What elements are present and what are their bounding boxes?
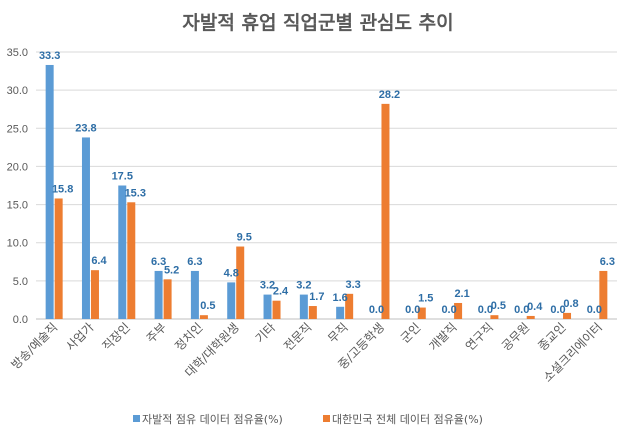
- data-label: 17.5: [112, 171, 133, 183]
- data-label: 0.0: [587, 304, 602, 316]
- data-label: 2.1: [454, 288, 469, 300]
- legend-swatch: [133, 415, 140, 422]
- y-tick-label: 15.0: [7, 200, 28, 212]
- bar-national-7: [308, 306, 317, 319]
- y-tick-label: 10.0: [7, 238, 28, 250]
- bar-national-15: [599, 270, 608, 319]
- x-tick-label: 공무원: [499, 320, 532, 353]
- y-tick-label: 0.0: [13, 314, 28, 326]
- data-label: 0.0: [441, 304, 456, 316]
- data-label: 6.4: [91, 255, 107, 267]
- data-label: 1.7: [309, 291, 324, 303]
- bar-national-3: [163, 279, 172, 319]
- data-label: 6.3: [187, 256, 202, 268]
- y-tick-label: 25.0: [7, 123, 28, 135]
- bar-national-12: [490, 315, 499, 319]
- bar-national-8: [345, 293, 354, 319]
- x-tick-label: 개발직: [426, 320, 459, 353]
- bar-national-4: [199, 315, 208, 319]
- bar-national-2: [127, 202, 136, 319]
- bar-national-0: [54, 198, 63, 319]
- data-label: 1.5: [418, 293, 433, 305]
- y-tick-label: 20.0: [7, 161, 28, 173]
- x-tick-label: 직장인: [100, 320, 133, 353]
- bar-voluntary-7: [299, 294, 308, 319]
- bar-national-10: [417, 307, 426, 319]
- bar-voluntary-0: [45, 64, 54, 320]
- y-tick-label: 30.0: [7, 85, 28, 97]
- bar-voluntary-8: [336, 306, 345, 319]
- data-label: 3.2: [296, 280, 311, 292]
- bar-voluntary-3: [154, 270, 163, 319]
- data-label: 0.5: [491, 300, 506, 312]
- bar-voluntary-5: [227, 282, 236, 319]
- data-label: 6.3: [151, 256, 166, 268]
- data-label: 15.3: [125, 187, 146, 199]
- bar-national-6: [272, 300, 281, 319]
- bar-national-5: [236, 246, 245, 319]
- data-label: 5.2: [164, 264, 179, 276]
- x-tick-label: 사업가: [63, 320, 96, 353]
- legend-swatch: [323, 415, 330, 422]
- data-label: 28.2: [379, 89, 400, 101]
- data-label: 1.6: [333, 292, 348, 304]
- bar-national-9: [381, 103, 390, 319]
- legend-label: 대한민국 전체 데이터 점유율(%): [332, 413, 483, 426]
- bar-voluntary-4: [190, 270, 199, 319]
- data-label: 3.2: [260, 280, 275, 292]
- bar-national-11: [454, 302, 463, 319]
- data-label: 0.0: [369, 304, 384, 316]
- data-label: 0.4: [527, 301, 543, 313]
- x-tick-label: 주부: [144, 320, 170, 346]
- data-label: 2.4: [273, 286, 289, 298]
- data-label: 0.8: [563, 298, 578, 310]
- data-label: 0.5: [200, 300, 215, 312]
- data-label: 4.8: [224, 267, 239, 279]
- legend-label: 자발적 점유 데이터 점유율(%): [142, 413, 283, 426]
- x-tick-label: 군인: [398, 320, 424, 346]
- bar-voluntary-6: [263, 294, 272, 319]
- bar-voluntary-1: [81, 137, 90, 319]
- data-label: 0.0: [550, 304, 565, 316]
- x-tick-label: 정치인: [172, 320, 205, 353]
- bar-national-1: [90, 270, 99, 319]
- x-tick-label: 전문직: [281, 320, 314, 353]
- data-label: 15.8: [52, 183, 73, 195]
- data-label: 0.0: [478, 304, 493, 316]
- chart-title: 자발적 휴업 직업군별 관심도 추이: [182, 12, 453, 34]
- y-tick-label: 35.0: [7, 47, 28, 59]
- y-tick-label: 5.0: [13, 276, 28, 288]
- bar-national-14: [563, 312, 572, 319]
- data-label: 3.3: [346, 279, 361, 291]
- x-tick-label: 방송/예술직: [8, 320, 60, 372]
- data-label: 0.0: [514, 304, 529, 316]
- x-tick-label: 무직: [325, 320, 351, 346]
- bar-national-13: [526, 315, 535, 319]
- data-label: 6.3: [600, 256, 615, 268]
- data-label: 0.0: [405, 304, 420, 316]
- data-label: 33.3: [39, 50, 60, 62]
- x-tick-label: 연구직: [463, 320, 496, 353]
- bar-voluntary-2: [118, 185, 127, 319]
- x-tick-label: 기타: [253, 320, 279, 346]
- data-label: 23.8: [75, 122, 96, 134]
- data-label: 9.5: [237, 232, 252, 244]
- x-tick-label: 종교인: [535, 320, 568, 353]
